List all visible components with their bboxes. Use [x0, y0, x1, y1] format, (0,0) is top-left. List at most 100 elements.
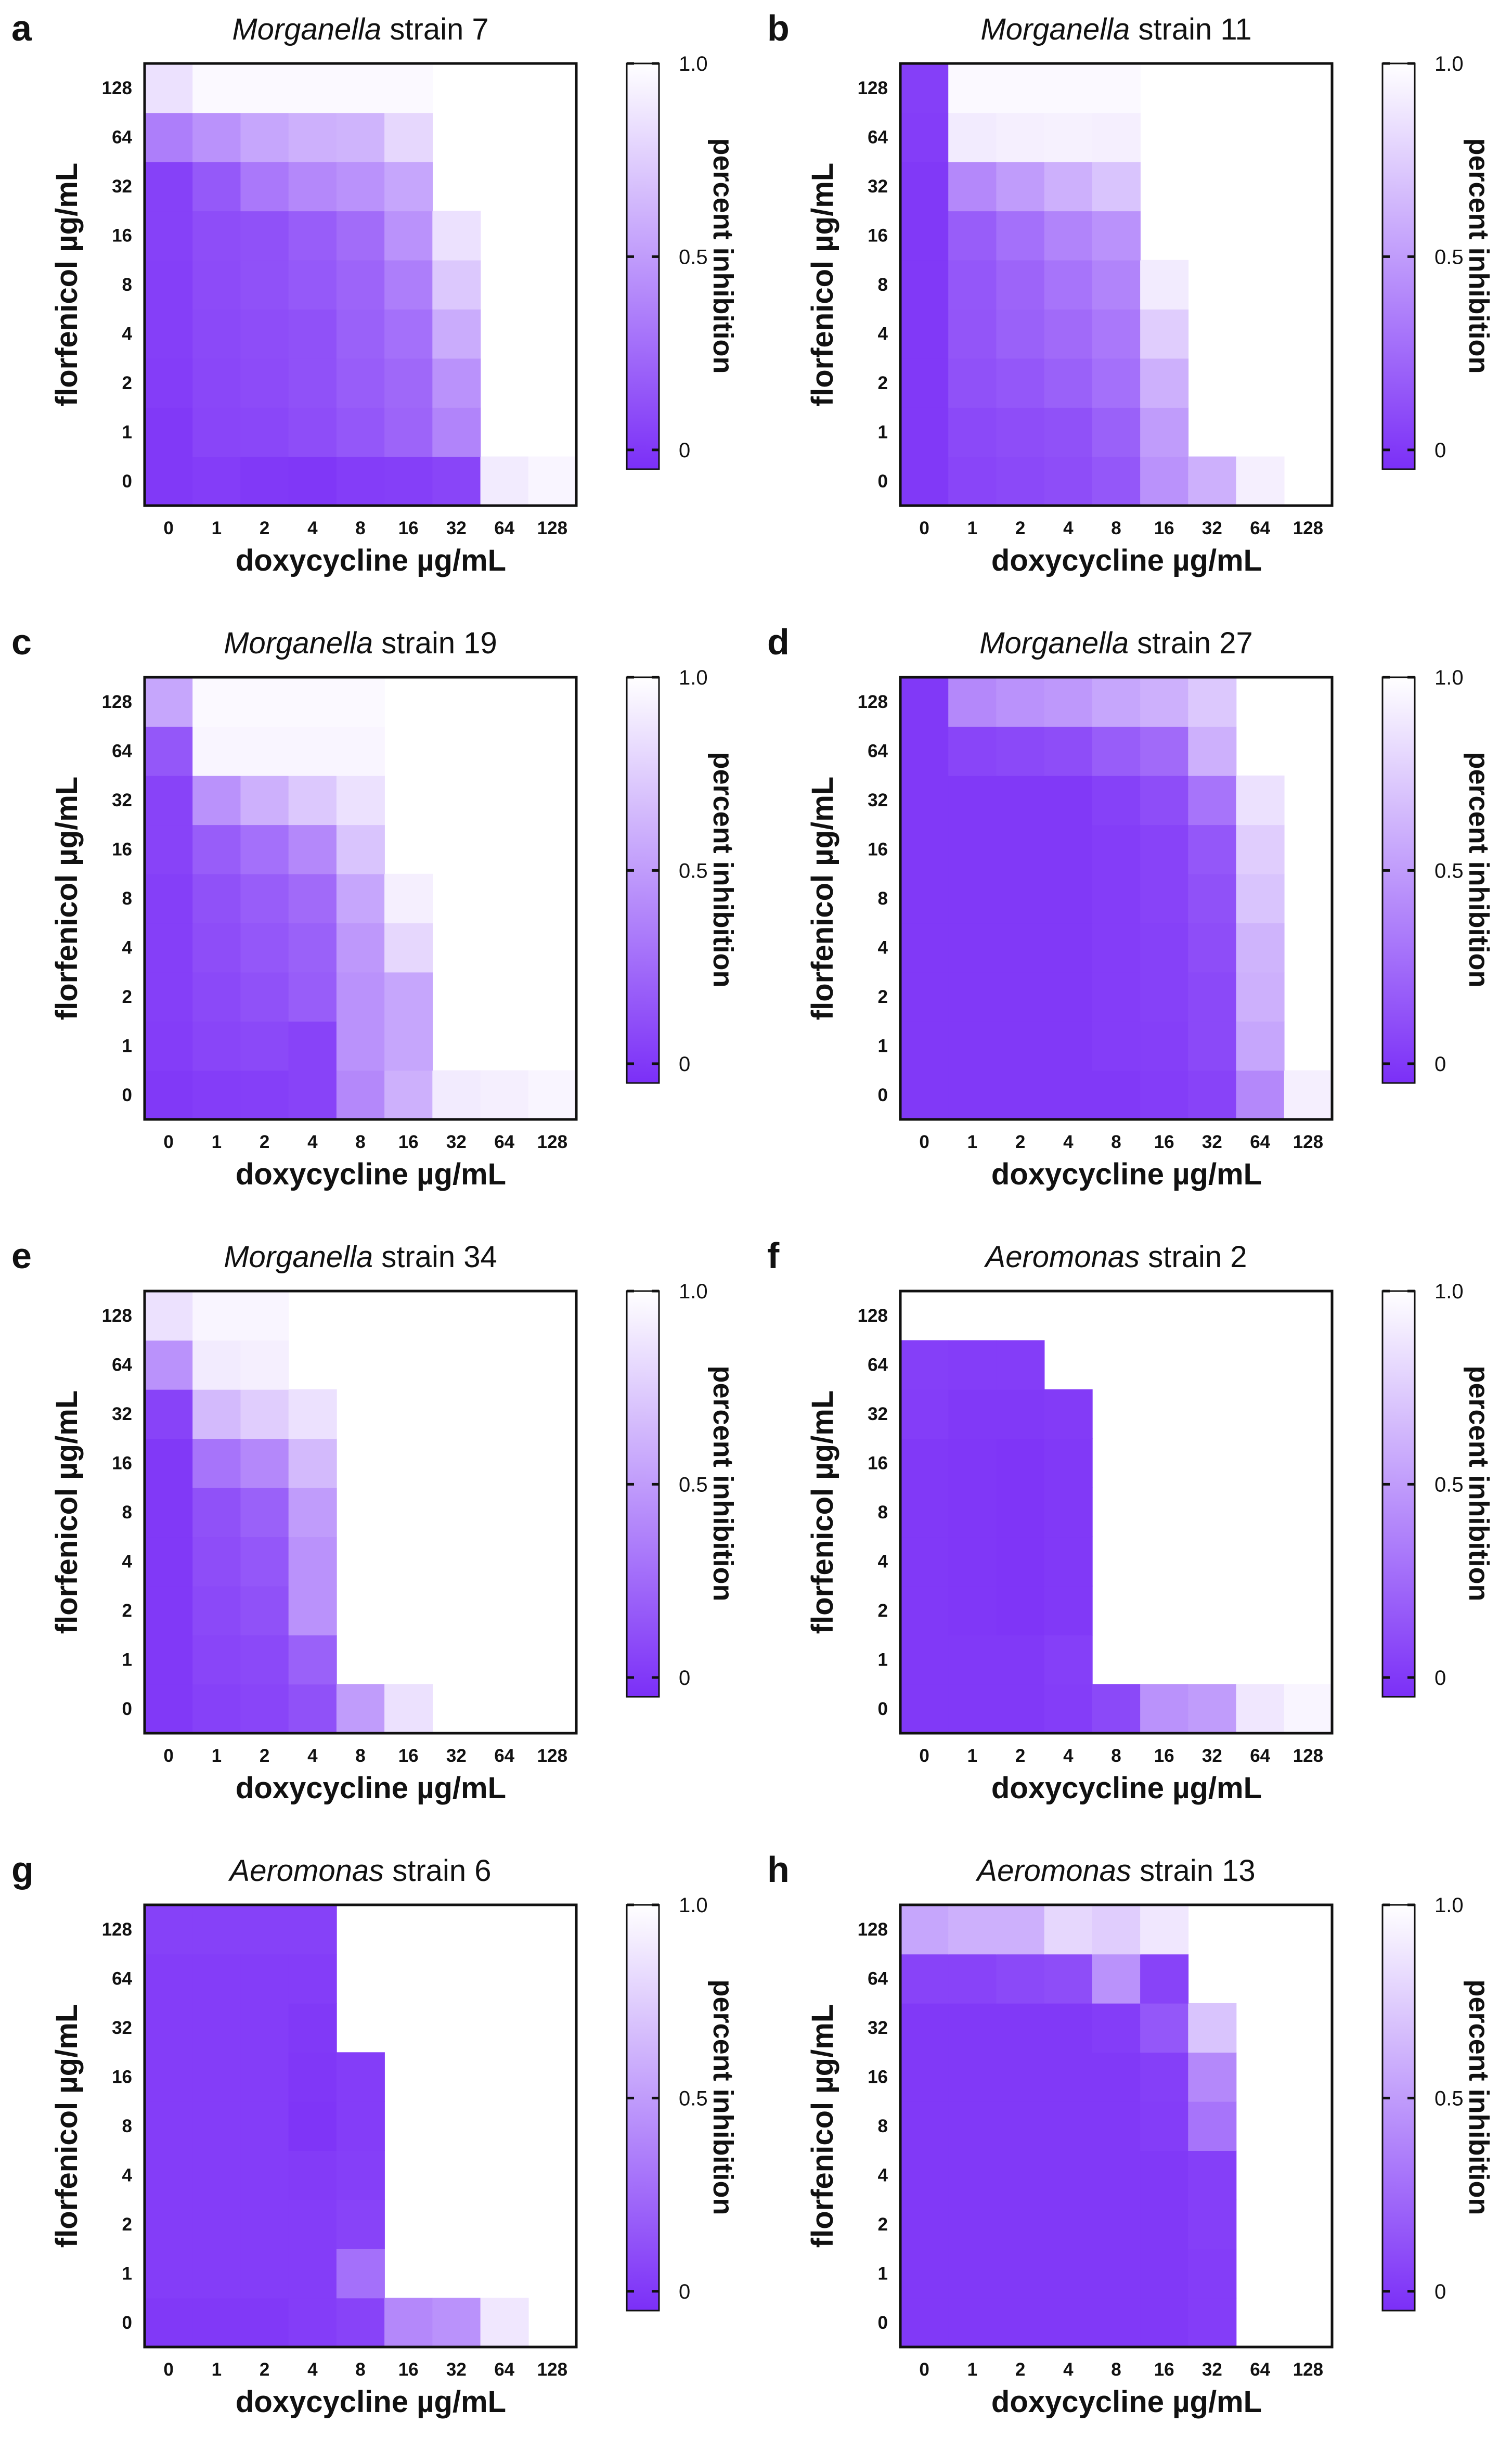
- heatmap-cell-r1-c0: [145, 1021, 193, 1071]
- heatmap-cell-r8-c0: [900, 63, 949, 113]
- heatmap-cell-r6-c3: [1044, 2003, 1093, 2053]
- y-tick-label: 1: [878, 2263, 888, 2284]
- title-genus: Morganella: [224, 1240, 373, 1274]
- y-tick-label: 4: [878, 324, 888, 344]
- heatmap-cell-r2-c4: [1092, 972, 1141, 1022]
- panel-title: Morganella strain 27: [979, 626, 1253, 660]
- colorbar-tick-label: 0: [1435, 2280, 1446, 2303]
- x-tick-label: 4: [1063, 1132, 1074, 1152]
- x-tick-label: 4: [1063, 2359, 1074, 2380]
- heatmap-cell-r4-c3: [1044, 873, 1093, 924]
- x-tick-label: 1: [212, 518, 222, 538]
- heatmap-cell-r5-c1: [192, 824, 241, 874]
- heatmap-cell-r1-c5: [1140, 1021, 1189, 1071]
- heatmap-cell-r5-c3: [288, 824, 337, 874]
- y-tick-label: 128: [102, 1919, 132, 1940]
- heatmap-cell-r5-c0: [900, 211, 949, 261]
- heatmap-cell-r2-c2: [996, 2199, 1045, 2249]
- heatmap-cell-r3-c2: [996, 2150, 1045, 2200]
- y-tick-label: 64: [112, 1969, 132, 1989]
- x-tick-label: 64: [494, 2359, 514, 2380]
- heatmap-cell-r4-c4: [1092, 2101, 1141, 2151]
- heatmap-cell-r1-c3: [288, 1021, 337, 1071]
- y-tick-label: 0: [878, 2313, 888, 2333]
- heatmap-cell-r6-c0: [900, 775, 949, 826]
- heatmap-cell-r7-c5: [1140, 1954, 1189, 2004]
- heatmap-cell-r0-c3: [1044, 456, 1093, 506]
- y-axis-label: florfenicol µg/mL: [806, 777, 839, 1020]
- y-tick-label: 16: [112, 840, 132, 860]
- heatmap-panel-f: f Aeromonas strain 2 0 1 2 4 8 16 32 64 128 0 1 2 4 8 16…: [756, 1228, 1511, 1836]
- y-tick-label: 2: [878, 987, 888, 1007]
- heatmap-cell-r0-c1: [192, 1070, 241, 1120]
- panel-letter: c: [11, 622, 32, 662]
- heatmap-cell-r2-c0: [900, 358, 949, 408]
- colorbar: [1381, 62, 1416, 470]
- heatmap-cell-r8-c2: [240, 677, 289, 727]
- heatmap-cell-r6-c3: [288, 161, 337, 212]
- y-tick-label: 1: [122, 1649, 132, 1670]
- heatmap-cell-r0-c2: [240, 2298, 289, 2348]
- heatmap-cell-r2-c2: [996, 1585, 1045, 1635]
- x-tick-label: 1: [212, 1746, 222, 1766]
- heatmap-cell-r1-c3: [1044, 2249, 1093, 2299]
- heatmap-cell-r0-c0: [900, 2298, 949, 2348]
- x-tick-label: 16: [398, 518, 419, 538]
- x-tick-label: 32: [1202, 1746, 1222, 1766]
- heatmap-cell-r0-c6: [432, 2298, 481, 2348]
- y-tick-label: 128: [102, 1306, 132, 1326]
- heatmap-cell-r5-c1: [948, 211, 997, 261]
- heatmap-cell-r1-c0: [900, 2249, 949, 2299]
- heatmap-cell-r0-c8: [528, 1070, 577, 1120]
- colorbar-label: percent inhibition: [1463, 1366, 1494, 1602]
- x-tick-label: 64: [494, 518, 514, 538]
- panel-title: Aeromonas strain 6: [228, 1854, 492, 1888]
- heatmap-cell-r0-c4: [336, 456, 385, 506]
- heatmap-cell-r2-c4: [336, 358, 385, 408]
- x-tick-label: 0: [163, 1132, 173, 1152]
- heatmap-cell-r8-c4: [1092, 63, 1141, 113]
- heatmap-cell-r4-c2: [996, 873, 1045, 924]
- title-genus: Morganella: [224, 626, 373, 660]
- colorbar-tick-label: 0: [1435, 439, 1446, 462]
- title-strain: strain 2: [1140, 1240, 1247, 1274]
- colorbar: [626, 1904, 660, 2312]
- heatmap-cell-r5-c4: [336, 824, 385, 874]
- heatmap-cell-r2-c6: [1188, 972, 1237, 1022]
- heatmap-cell-r3-c0: [900, 309, 949, 359]
- heatmap-cell-r3-c6: [1188, 923, 1237, 973]
- heatmap-cell-r0-c7: [480, 2298, 529, 2348]
- x-tick-label: 0: [163, 518, 173, 538]
- heatmap-cell-r2-c5: [1140, 358, 1189, 408]
- x-tick-label: 4: [307, 1132, 318, 1152]
- heatmap-cell-r7-c0: [900, 1954, 949, 2004]
- heatmap-cell-r3-c6: [432, 309, 481, 359]
- heatmap-cell-r6-c0: [145, 775, 193, 826]
- heatmap-cell-r8-c5: [1140, 677, 1189, 727]
- heatmap-cell-r2-c5: [384, 972, 433, 1022]
- colorbar-tick-label: 0: [1435, 1667, 1446, 1690]
- heatmap-cell-r0-c4: [1092, 456, 1141, 506]
- plot-frame: [143, 62, 578, 507]
- heatmap-cell-r4-c0: [900, 1487, 949, 1538]
- heatmap-cell-r5-c1: [192, 1438, 241, 1488]
- heatmap-cell-r6-c6: [1188, 2003, 1237, 2053]
- heatmap-cell-r3-c3: [288, 309, 337, 359]
- heatmap-cell-r0-c1: [948, 1684, 997, 1734]
- heatmap-cell-r1-c1: [192, 1021, 241, 1071]
- x-tick-label: 1: [212, 2359, 222, 2380]
- heatmap-cell-r1-c0: [145, 2249, 193, 2299]
- heatmap-cell-r6-c0: [900, 2003, 949, 2053]
- heatmap-panel-a: a Morganella strain 7 0 1 2 4 8 16 32 64 128 0 1 2 4 8 1…: [0, 0, 756, 609]
- heatmap-cell-r8-c4: [336, 63, 385, 113]
- y-tick-label: 2: [122, 2214, 132, 2235]
- heatmap-cell-r6-c0: [900, 1389, 949, 1439]
- heatmap-cell-r5-c6: [1188, 824, 1237, 874]
- x-tick-label: 128: [537, 1132, 567, 1152]
- heatmap-cell-r6-c3: [1044, 775, 1093, 826]
- heatmap-cell-r7-c4: [1092, 1954, 1141, 2004]
- heatmap-cell-r3-c2: [996, 923, 1045, 973]
- heatmap-cell-r0-c2: [240, 1070, 289, 1120]
- heatmap-cell-r3-c7: [1236, 923, 1285, 973]
- heatmap-cell-r4-c5: [384, 260, 433, 310]
